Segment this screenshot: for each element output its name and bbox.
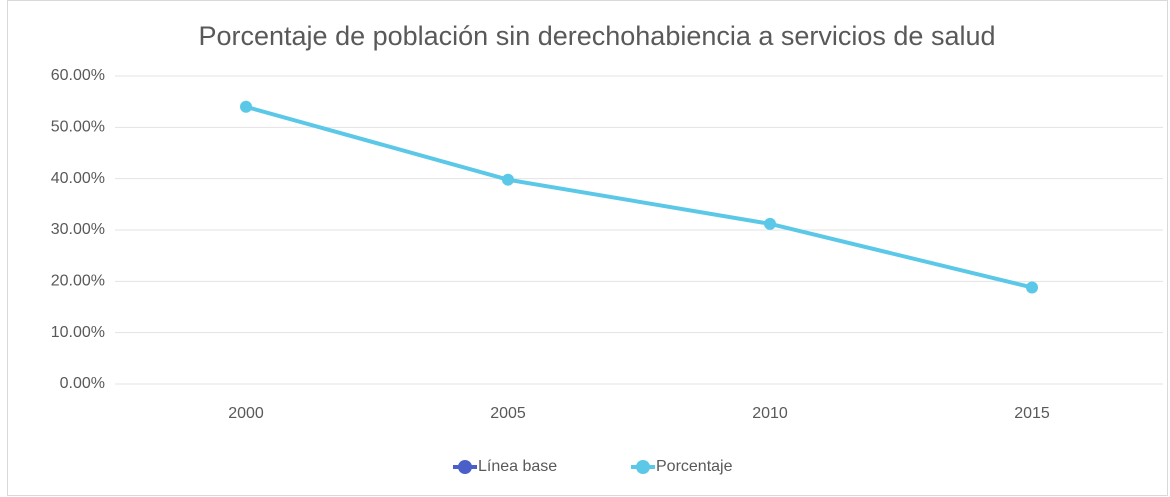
data-point: [1026, 281, 1038, 294]
data-point: [502, 173, 514, 186]
data-point: [764, 217, 776, 230]
chart-border: [7, 0, 1168, 496]
y-tick-label: 50.00%: [51, 119, 105, 136]
x-tick-label: 2000: [228, 405, 264, 422]
x-tick-label: 2015: [1014, 405, 1050, 422]
y-tick-label: 60.00%: [51, 67, 105, 84]
series-line: [245, 104, 1033, 290]
data-point: [240, 100, 252, 113]
legend-label: Porcentaje: [656, 458, 733, 475]
x-tick-label: 2005: [490, 405, 526, 422]
x-tick-label: 2010: [752, 405, 788, 422]
legend-label: Línea base: [478, 458, 557, 475]
y-tick-label: 20.00%: [51, 273, 105, 290]
y-tick-label: 40.00%: [51, 170, 105, 187]
y-tick-label: 30.00%: [51, 221, 105, 238]
y-tick-label: 0.00%: [60, 375, 105, 392]
chart-title: Porcentaje de población sin derechohabie…: [198, 21, 995, 51]
y-tick-label: 10.00%: [51, 324, 105, 341]
